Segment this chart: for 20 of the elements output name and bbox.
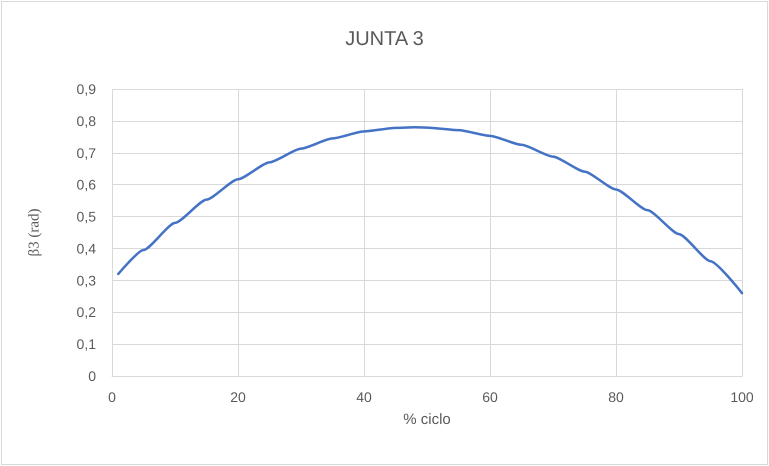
x-axis-title: % ciclo bbox=[403, 411, 451, 428]
x-tick-label: 20 bbox=[230, 389, 246, 405]
y-tick-label: 0,2 bbox=[76, 304, 96, 320]
chart-title: JUNTA 3 bbox=[345, 28, 424, 50]
x-tick-label: 40 bbox=[356, 389, 372, 405]
x-tick-label: 80 bbox=[608, 389, 624, 405]
y-tick-label: 0,5 bbox=[76, 208, 96, 225]
x-tick-label: 60 bbox=[482, 389, 498, 405]
y-tick-label: 0,4 bbox=[76, 240, 96, 256]
y-tick-label: 0,6 bbox=[76, 176, 96, 193]
y-tick-label: 0 bbox=[88, 368, 96, 384]
y-tick-label: 0,8 bbox=[76, 112, 96, 129]
y-tick-label: 0,9 bbox=[76, 81, 96, 97]
y-tick-label: 0,3 bbox=[76, 272, 96, 288]
x-tick-label: 0 bbox=[108, 389, 116, 405]
y-axis-title: β3 (rad) bbox=[26, 208, 42, 257]
y-tick-label: 0,1 bbox=[76, 336, 96, 352]
x-tick-label: 100 bbox=[730, 389, 754, 405]
line-series bbox=[117, 126, 744, 294]
y-tick-label: 0,7 bbox=[76, 144, 96, 161]
